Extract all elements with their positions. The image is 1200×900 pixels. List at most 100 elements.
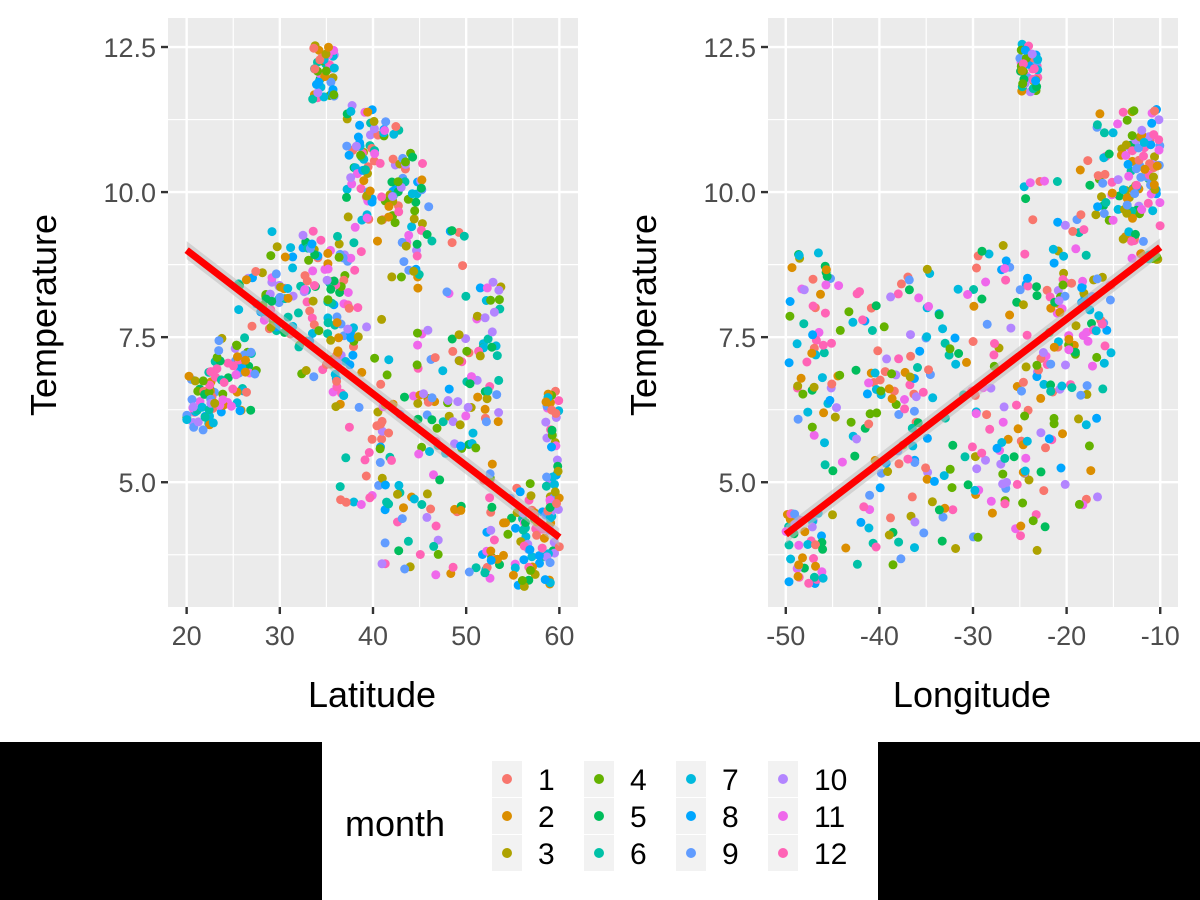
data-point — [1036, 428, 1046, 438]
data-point — [911, 392, 921, 402]
data-point — [1002, 477, 1012, 487]
data-point — [1039, 486, 1049, 496]
x-tick-label: -40 — [860, 621, 899, 651]
data-point — [316, 235, 326, 245]
data-point — [828, 510, 837, 520]
data-point — [821, 280, 831, 290]
data-point — [517, 576, 527, 585]
data-point — [390, 218, 400, 228]
data-point — [283, 293, 293, 303]
data-point — [242, 387, 251, 397]
data-point — [1054, 296, 1064, 306]
data-point — [811, 540, 820, 550]
data-point — [356, 247, 366, 257]
longitude-trend — [783, 238, 1163, 544]
data-point — [850, 451, 860, 461]
data-point — [344, 303, 354, 313]
data-point — [886, 292, 896, 302]
data-point — [346, 173, 356, 183]
data-point — [362, 322, 372, 332]
data-point — [784, 577, 794, 587]
data-point — [396, 272, 406, 282]
data-point — [228, 361, 238, 371]
data-point — [811, 561, 820, 571]
legend-label: 4 — [630, 764, 647, 797]
data-point — [862, 389, 872, 399]
data-point — [361, 165, 370, 175]
data-point — [1033, 55, 1043, 64]
data-point — [489, 307, 499, 317]
data-point — [905, 372, 915, 382]
data-point — [389, 129, 399, 139]
data-point — [1098, 384, 1108, 394]
data-point — [488, 277, 498, 287]
data-point — [844, 307, 854, 317]
data-point — [1060, 479, 1070, 489]
data-point — [380, 538, 390, 548]
data-point — [873, 346, 883, 356]
data-point — [494, 375, 504, 385]
data-point — [293, 308, 303, 318]
data-point — [986, 496, 996, 506]
data-point — [1046, 380, 1056, 390]
data-point — [433, 535, 443, 545]
data-point — [456, 441, 466, 451]
data-point — [1084, 441, 1094, 451]
data-point — [355, 120, 365, 130]
data-point — [429, 541, 439, 551]
data-point — [435, 475, 445, 485]
data-point — [417, 500, 427, 509]
data-point — [1083, 336, 1093, 346]
legend-key-dot — [686, 811, 696, 821]
data-point — [485, 493, 495, 503]
data-point — [1028, 516, 1038, 526]
data-point — [288, 263, 298, 273]
data-point — [1074, 499, 1084, 509]
data-point — [910, 543, 919, 553]
data-point — [1020, 45, 1030, 55]
data-point — [977, 246, 987, 256]
data-point — [486, 555, 496, 565]
data-point — [1012, 479, 1022, 489]
data-point — [377, 559, 387, 569]
data-point — [1058, 280, 1068, 290]
data-point — [792, 339, 802, 349]
data-point — [1105, 295, 1115, 305]
data-point — [400, 392, 409, 402]
data-point — [365, 186, 375, 196]
data-point — [981, 277, 991, 287]
data-point — [182, 415, 192, 425]
data-point — [432, 423, 442, 433]
data-point — [387, 272, 397, 282]
data-point — [816, 289, 825, 299]
legend-label: 12 — [814, 838, 847, 871]
data-point — [855, 287, 864, 297]
latitude-trend — [184, 241, 562, 547]
data-point — [894, 410, 904, 419]
data-point — [418, 159, 427, 168]
x-tick-label: 20 — [172, 621, 202, 651]
data-point — [454, 330, 464, 340]
data-point — [471, 563, 481, 573]
data-point — [481, 417, 491, 427]
data-point — [887, 394, 897, 404]
data-point — [1000, 499, 1010, 509]
data-point — [1040, 522, 1050, 532]
data-point — [894, 537, 904, 547]
y-tick-label: 7.5 — [118, 323, 156, 353]
data-point — [821, 265, 831, 275]
data-point — [415, 550, 425, 559]
data-point — [541, 417, 551, 427]
data-point — [214, 346, 224, 356]
data-point — [501, 518, 510, 528]
data-point — [326, 335, 336, 345]
data-point — [1093, 202, 1103, 212]
data-point — [919, 528, 929, 538]
data-point — [1118, 185, 1128, 195]
data-point — [872, 408, 882, 418]
data-point — [447, 238, 457, 248]
data-point — [551, 408, 561, 418]
legend-label: 1 — [538, 764, 555, 797]
data-point — [945, 344, 955, 354]
data-point — [407, 189, 417, 199]
